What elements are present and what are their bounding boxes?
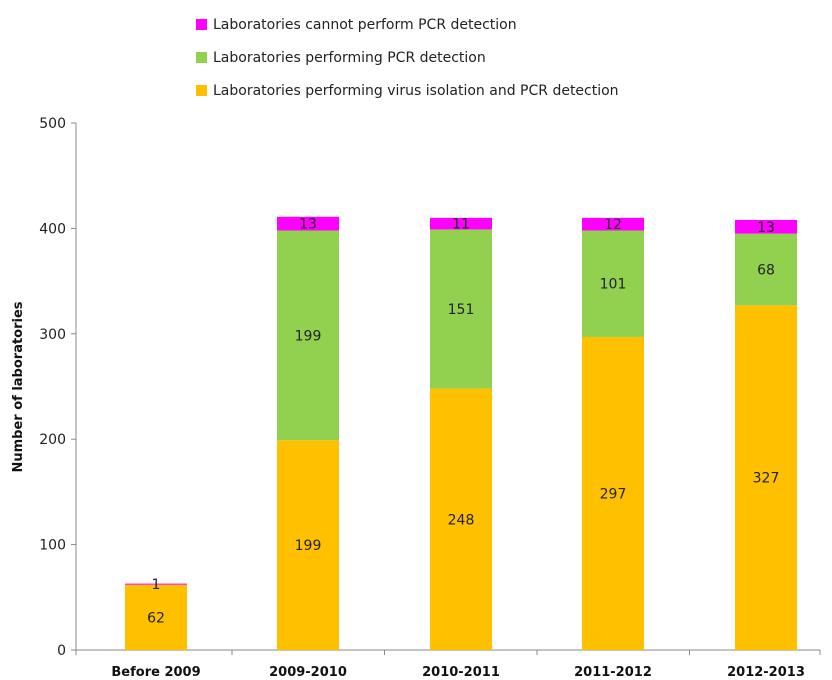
y-tick-label: 300 xyxy=(39,327,66,343)
data-label: 11 xyxy=(452,217,470,233)
legend-swatch-virus-pcr xyxy=(196,85,207,96)
data-label: 1 xyxy=(152,577,161,593)
bar-segment xyxy=(277,230,339,441)
x-tick-label: 2009-2010 xyxy=(269,665,347,680)
bar-segment xyxy=(735,305,797,650)
bar-segment xyxy=(735,233,797,306)
y-tick-label: 500 xyxy=(39,116,66,132)
data-label: 327 xyxy=(753,471,780,487)
bar-segment xyxy=(430,229,492,389)
y-tick-label: 400 xyxy=(39,221,66,237)
legend: Laboratories cannot perform PCR detectio… xyxy=(196,8,619,107)
data-label: 199 xyxy=(295,328,322,344)
data-label: 13 xyxy=(757,220,775,236)
bar-segment xyxy=(277,216,339,231)
legend-swatch-cannot-pcr xyxy=(196,19,207,30)
data-label: 297 xyxy=(600,486,627,502)
bar-segment xyxy=(735,219,797,234)
y-tick-label: 0 xyxy=(57,643,66,659)
y-tick-label: 100 xyxy=(39,538,66,554)
legend-item-virus-pcr: Laboratories performing virus isolation … xyxy=(196,74,619,107)
legend-item-pcr: Laboratories performing PCR detection xyxy=(196,41,619,74)
data-label: 12 xyxy=(604,217,622,233)
data-label: 151 xyxy=(448,302,475,318)
bar-segment xyxy=(582,230,644,337)
x-tick-label: 2010-2011 xyxy=(422,665,500,680)
bar-segment xyxy=(430,388,492,650)
legend-label-cannot-pcr: Laboratories cannot perform PCR detectio… xyxy=(213,16,517,33)
data-label: 13 xyxy=(299,217,317,233)
x-tick-label: Before 2009 xyxy=(111,665,200,680)
legend-swatch-pcr xyxy=(196,52,207,63)
y-axis-title: Number of laboratories xyxy=(11,301,26,472)
data-label: 68 xyxy=(757,263,775,279)
y-tick-label: 200 xyxy=(39,432,66,448)
data-label: 248 xyxy=(448,512,475,528)
x-tick-label: 2012-2013 xyxy=(727,665,805,680)
bar-segment xyxy=(277,440,339,650)
data-label: 62 xyxy=(147,610,165,626)
bar-segment xyxy=(125,584,187,650)
bar-segment xyxy=(125,583,187,585)
legend-item-cannot-pcr: Laboratories cannot perform PCR detectio… xyxy=(196,8,619,41)
legend-label-pcr: Laboratories performing PCR detection xyxy=(213,49,486,66)
bar-segment xyxy=(430,217,492,230)
data-label: 199 xyxy=(295,538,322,554)
data-label: 101 xyxy=(600,277,627,293)
bar-segment xyxy=(582,336,644,650)
x-tick-label: 2011-2012 xyxy=(574,665,652,680)
bar-segment xyxy=(582,217,644,231)
legend-label-virus-pcr: Laboratories performing virus isolation … xyxy=(213,82,619,99)
